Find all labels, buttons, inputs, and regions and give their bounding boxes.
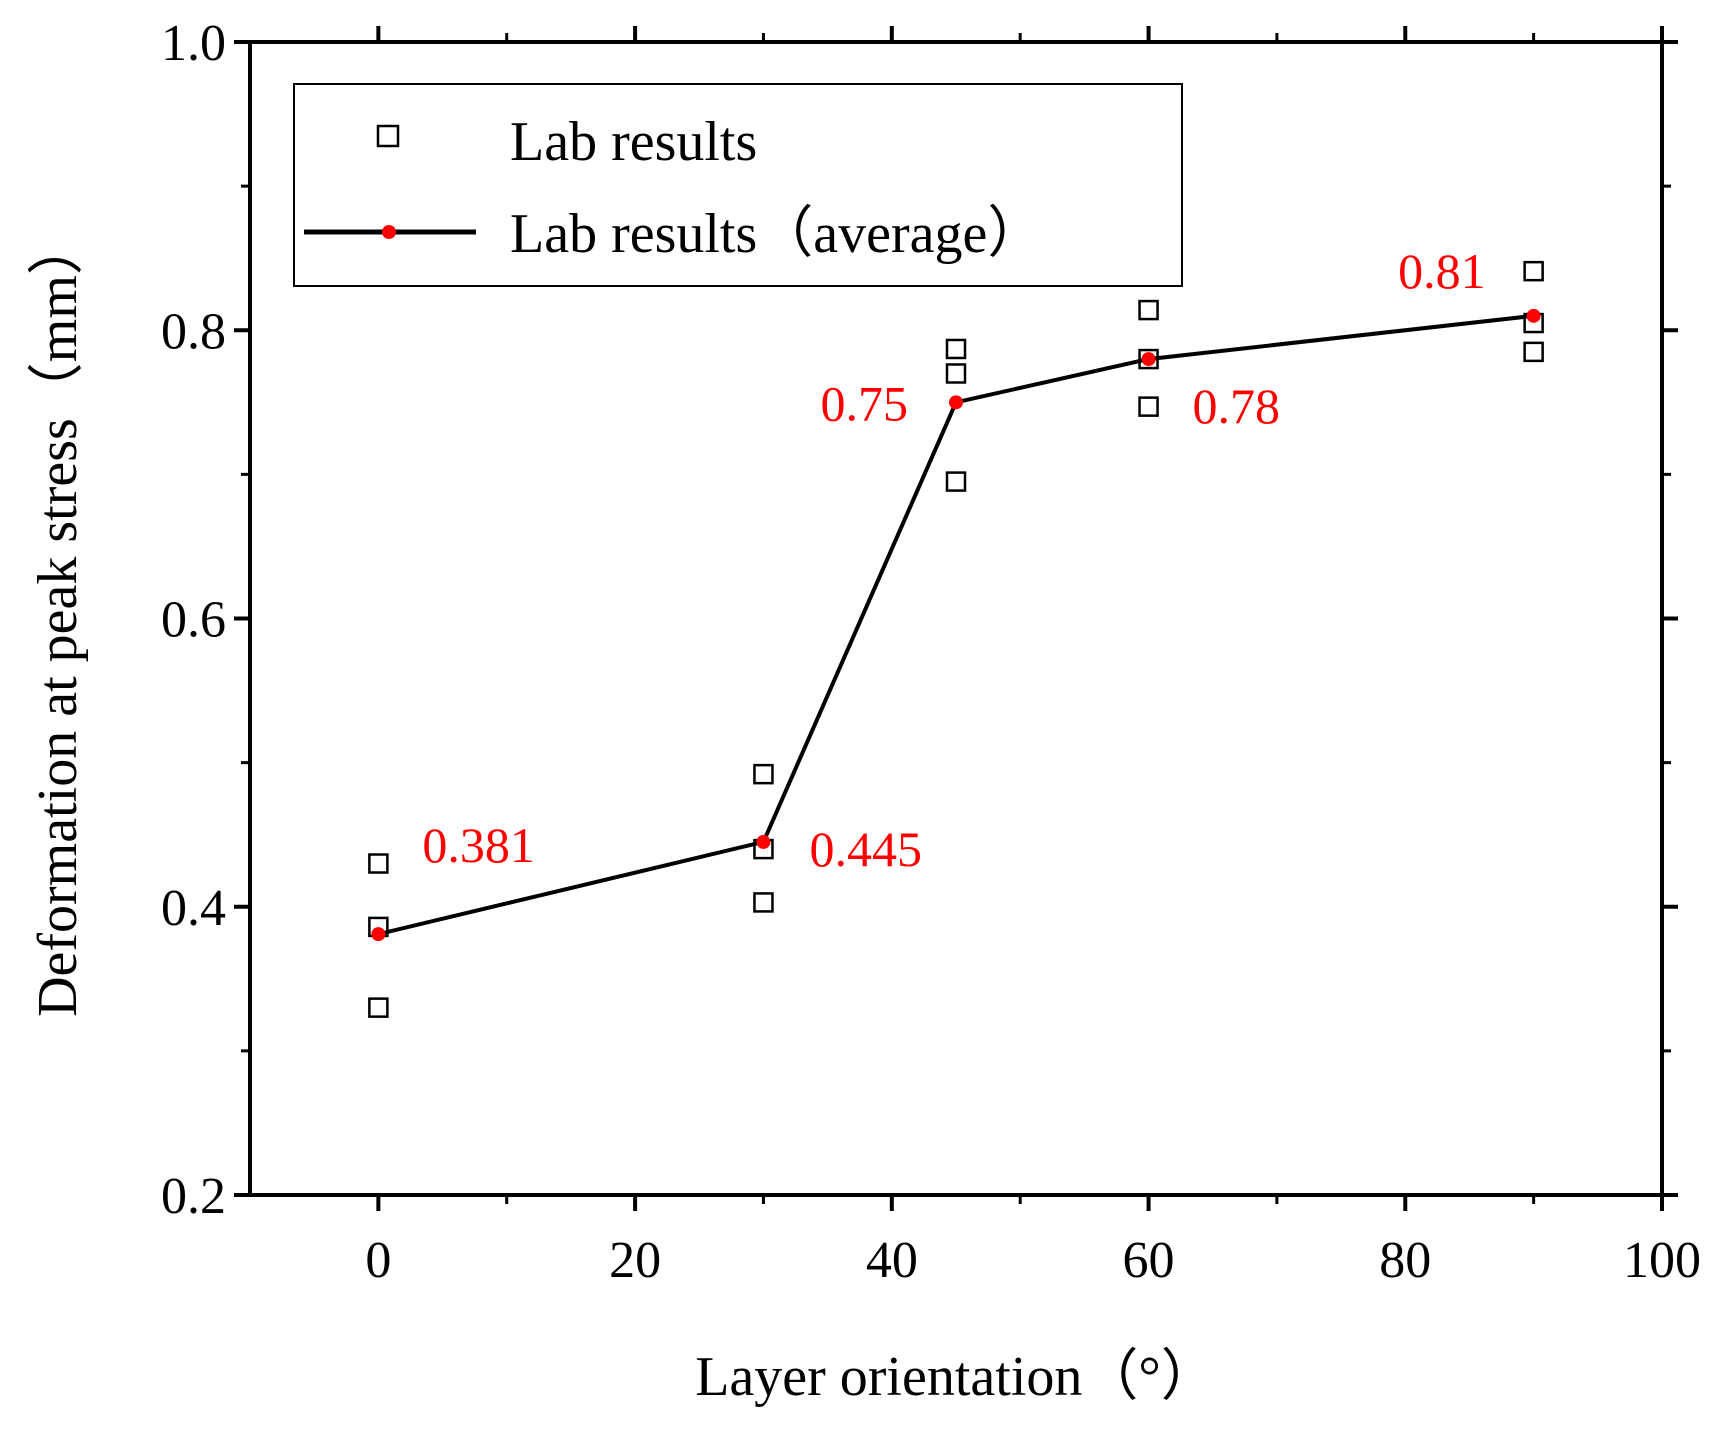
plot-frame	[248, 40, 1664, 1197]
x-tick-label: 80	[1379, 1232, 1431, 1289]
data-label: 0.81	[1398, 243, 1486, 299]
legend-entry-lab-results: Lab results	[510, 111, 757, 173]
x-tick-label: 0	[365, 1232, 391, 1289]
x-tick-label: 40	[866, 1232, 918, 1289]
y-tick-label: 0.8	[161, 303, 226, 360]
x-tick-label: 20	[609, 1232, 661, 1289]
lab-result-point	[368, 853, 389, 874]
average-point	[949, 395, 963, 410]
legend-entry-lab-results-average: Lab results（average）	[510, 203, 1043, 265]
legend: Lab results Lab results（average）	[293, 83, 1183, 287]
legend-box	[293, 83, 1183, 287]
y-tick-label: 0.6	[161, 592, 226, 649]
x-axis-title: Layer orientation（°）	[695, 1346, 1217, 1408]
lab-result-point	[1138, 299, 1159, 321]
x-tick-label: 100	[1623, 1232, 1701, 1289]
data-label: 0.78	[1193, 378, 1281, 434]
lab-result-point	[1523, 341, 1544, 363]
average-point	[371, 927, 386, 942]
average-point	[756, 834, 771, 849]
lab-result-point	[753, 892, 774, 913]
lab-result-point	[945, 471, 967, 492]
lab-result-point	[945, 338, 967, 360]
average-point	[1141, 352, 1156, 367]
data-label: 0.381	[422, 817, 535, 873]
lab-result-point	[1138, 396, 1159, 417]
lab-result-point	[1138, 348, 1159, 370]
data-label: 0.75	[821, 375, 909, 431]
average-point	[1526, 308, 1541, 323]
y-tick-label: 0.2	[161, 1168, 226, 1225]
lab-result-point	[1523, 260, 1544, 282]
y-axis-title: Deformation at peak stress（mm）	[27, 219, 89, 1017]
lab-result-point	[753, 763, 774, 785]
y-tick-label: 0.4	[161, 880, 226, 937]
legend-square-marker	[376, 124, 400, 148]
x-tick-label: 60	[1123, 1232, 1175, 1289]
lab-result-point	[368, 997, 389, 1018]
y-tick-label: 1.0	[161, 15, 226, 72]
legend-red-dot-marker	[382, 225, 396, 239]
data-label: 0.445	[809, 821, 922, 877]
lab-result-point	[945, 363, 967, 384]
